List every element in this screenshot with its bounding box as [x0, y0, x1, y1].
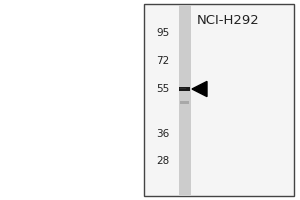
Text: 95: 95: [156, 28, 169, 38]
Text: —: —: [178, 84, 186, 93]
Polygon shape: [192, 81, 207, 97]
Text: 36: 36: [156, 129, 169, 139]
Text: 28: 28: [156, 156, 169, 166]
Bar: [179, 87, 190, 91]
Text: 72: 72: [156, 56, 169, 66]
Bar: [180, 101, 189, 104]
Bar: [178, 5, 190, 195]
Text: NCI-H292: NCI-H292: [196, 14, 260, 27]
Bar: [144, 4, 294, 196]
Text: 55: 55: [156, 84, 169, 94]
